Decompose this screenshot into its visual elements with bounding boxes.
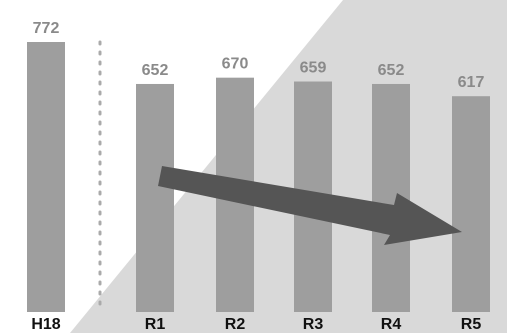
bar-r5 bbox=[452, 96, 490, 313]
category-label-r3: R3 bbox=[303, 316, 324, 333]
category-label-r4: R4 bbox=[381, 316, 402, 333]
trend-arrow bbox=[158, 166, 462, 245]
value-label-r4: 652 bbox=[378, 62, 405, 79]
category-label-r1: R1 bbox=[145, 316, 166, 333]
background-diagonal-band bbox=[70, 0, 507, 333]
category-label-r5: R5 bbox=[461, 316, 482, 333]
value-label-r3: 659 bbox=[300, 60, 327, 77]
value-label-r1: 652 bbox=[142, 62, 169, 79]
bar-h18 bbox=[27, 42, 65, 312]
category-label-h18: H18 bbox=[31, 316, 60, 333]
bar-r1 bbox=[136, 83, 174, 313]
bars-group bbox=[27, 42, 490, 313]
value-label-h18: 772 bbox=[33, 20, 60, 37]
value-label-r2: 670 bbox=[222, 56, 249, 73]
labels-group: 772 H18 652 R1 670 R2 659 R3 652 R4 617 R5 bbox=[31, 20, 484, 333]
value-label-r5: 617 bbox=[458, 74, 485, 91]
category-label-r2: R2 bbox=[225, 316, 246, 333]
